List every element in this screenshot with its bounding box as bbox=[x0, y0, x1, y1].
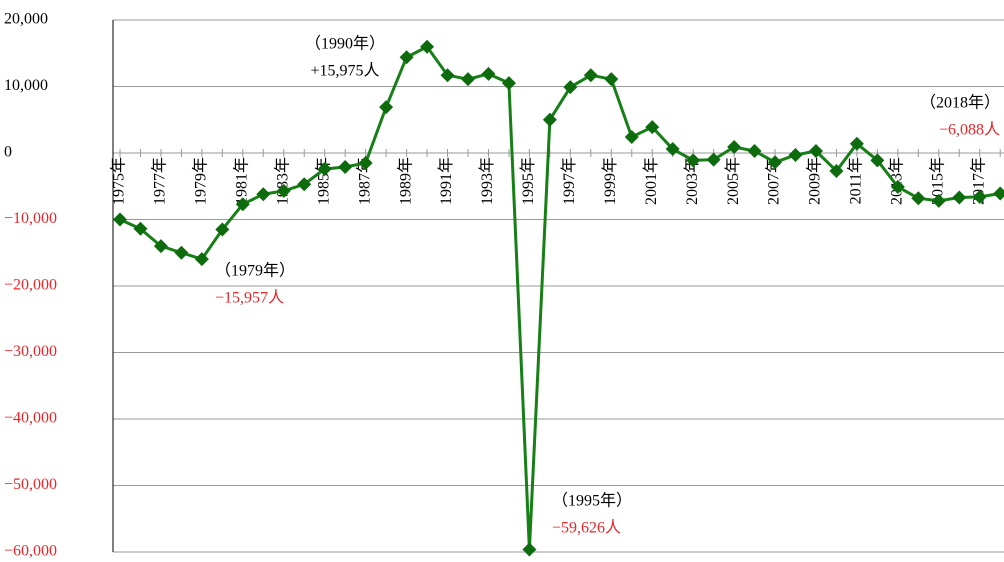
data-point bbox=[297, 177, 312, 192]
data-point bbox=[153, 239, 168, 254]
x-tick-label: 1993年 bbox=[478, 157, 496, 205]
data-point bbox=[174, 245, 189, 260]
data-point bbox=[420, 39, 435, 54]
x-tick-label: 2017年 bbox=[969, 157, 987, 205]
data-point bbox=[952, 190, 967, 205]
annotation: −59,626人 bbox=[552, 519, 621, 537]
data-point bbox=[481, 66, 496, 81]
x-tick-label: 2015年 bbox=[928, 157, 946, 205]
data-point bbox=[665, 142, 680, 157]
data-point bbox=[870, 153, 885, 168]
y-tick-label: −60,000 bbox=[4, 543, 57, 560]
annotation: （1995年） bbox=[552, 492, 632, 510]
data-point bbox=[317, 161, 332, 176]
annotation: +15,975人 bbox=[310, 62, 379, 80]
data-point bbox=[829, 163, 844, 178]
x-tick-label: 1989年 bbox=[396, 157, 414, 205]
y-tick-label: −50,000 bbox=[4, 476, 57, 493]
x-tick-label: 1981年 bbox=[232, 157, 250, 205]
y-tick-label: 10,000 bbox=[4, 77, 48, 94]
x-tick-label: 2003年 bbox=[683, 157, 701, 205]
data-point bbox=[993, 186, 1004, 201]
data-point bbox=[686, 153, 701, 168]
x-tick-label: 1975年 bbox=[110, 157, 128, 205]
data-point bbox=[808, 144, 823, 159]
data-point bbox=[706, 152, 721, 167]
x-tick-label: 2007年 bbox=[765, 157, 783, 205]
data-point bbox=[563, 80, 578, 95]
x-tick-label: 2001年 bbox=[642, 157, 660, 205]
annotation: −6,088人 bbox=[939, 121, 1000, 139]
data-point bbox=[235, 197, 250, 212]
data-point bbox=[133, 221, 148, 236]
x-tick-label: 2005年 bbox=[724, 157, 742, 205]
data-point bbox=[542, 112, 557, 127]
data-point bbox=[194, 252, 209, 267]
x-tick-label: 2009年 bbox=[806, 157, 824, 205]
y-tick-label: 0 bbox=[4, 144, 12, 161]
data-point bbox=[501, 76, 516, 91]
data-point bbox=[890, 179, 905, 194]
data-point bbox=[645, 120, 660, 135]
data-point bbox=[276, 183, 291, 198]
y-tick-label: 20,000 bbox=[4, 11, 48, 28]
x-tick-label: 1999年 bbox=[601, 157, 619, 205]
x-tick-label: 1997年 bbox=[560, 157, 578, 205]
y-tick-label: −10,000 bbox=[4, 210, 57, 227]
data-point bbox=[747, 144, 762, 159]
data-point bbox=[849, 136, 864, 151]
y-tick-label: −20,000 bbox=[4, 277, 57, 294]
x-tick-label: 1979年 bbox=[192, 157, 210, 205]
data-point bbox=[399, 50, 414, 65]
x-tick-label: 2013年 bbox=[888, 157, 906, 205]
data-point bbox=[113, 212, 127, 227]
data-point bbox=[440, 68, 455, 83]
data-point bbox=[911, 191, 926, 206]
data-point bbox=[972, 189, 987, 204]
data-point bbox=[583, 68, 598, 83]
data-point bbox=[379, 100, 394, 115]
data-point bbox=[931, 193, 946, 208]
data-point bbox=[358, 155, 373, 170]
x-tick-label: 1983年 bbox=[273, 157, 291, 205]
y-tick-label: −30,000 bbox=[4, 343, 57, 360]
data-point bbox=[338, 159, 353, 174]
x-tick-label: 1995年 bbox=[519, 157, 537, 205]
x-tick-label: 1991年 bbox=[437, 157, 455, 205]
annotation: （1990年） bbox=[305, 35, 385, 53]
data-point bbox=[460, 72, 475, 87]
annotation: −15,957人 bbox=[215, 289, 284, 307]
data-point bbox=[604, 72, 619, 87]
data-point bbox=[788, 147, 803, 162]
y-tick-label: −40,000 bbox=[4, 410, 57, 427]
data-point bbox=[624, 130, 639, 145]
data-point bbox=[215, 222, 230, 237]
data-point bbox=[727, 140, 742, 155]
data-point bbox=[768, 155, 783, 170]
data-point bbox=[522, 542, 537, 557]
x-tick-label: 2011年 bbox=[847, 157, 865, 204]
x-tick-label: 1987年 bbox=[355, 157, 373, 205]
annotation: （2018年） bbox=[920, 94, 1000, 112]
data-point bbox=[256, 187, 271, 202]
x-tick-label: 1977年 bbox=[151, 157, 169, 205]
annotation: （1979年） bbox=[215, 262, 295, 280]
